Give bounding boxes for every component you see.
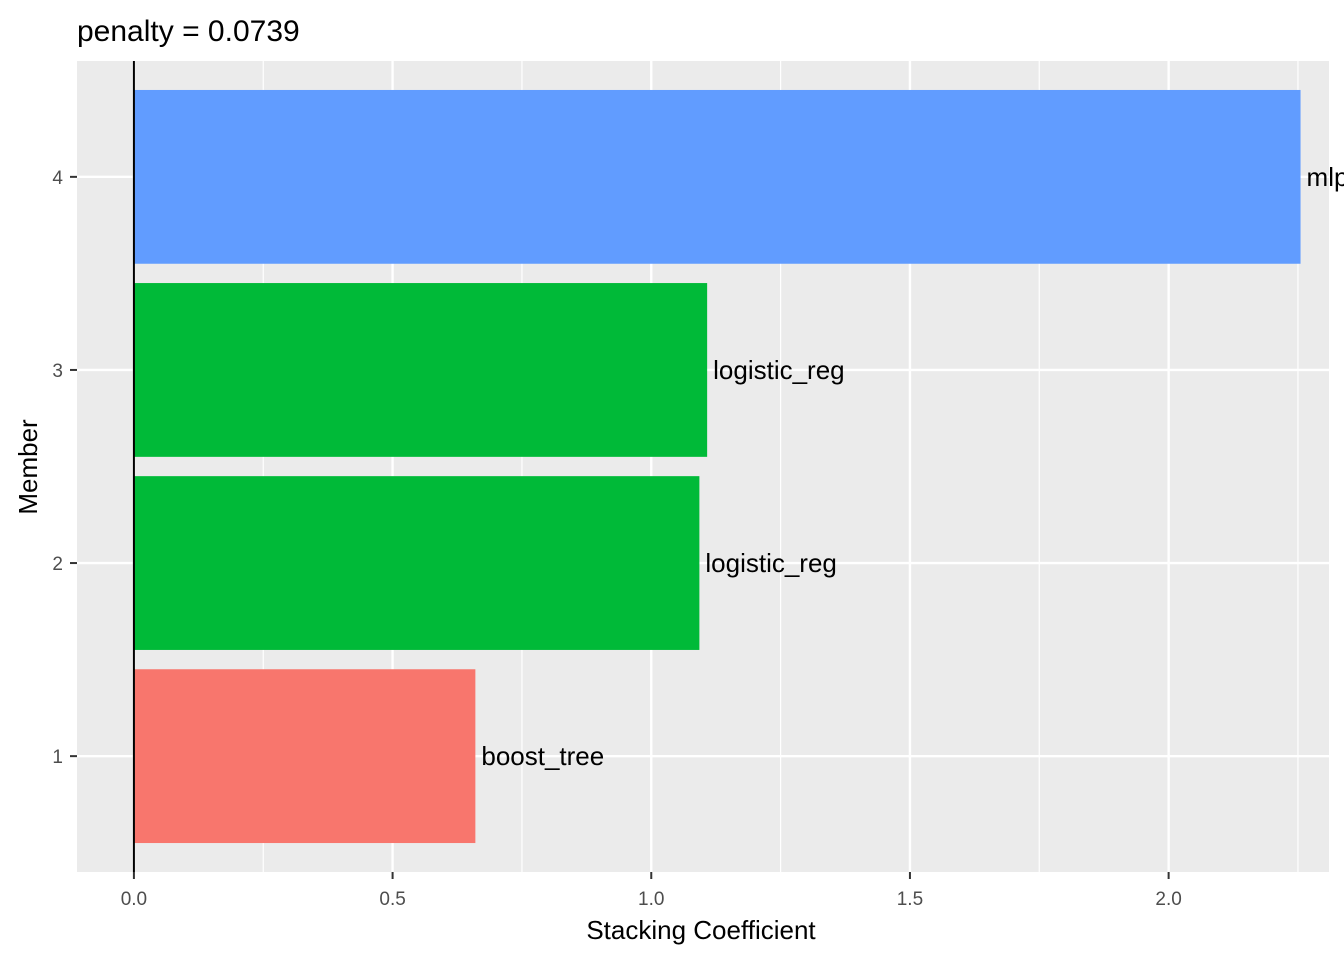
x-axis: 0.0 0.5 1.0 1.5 2.0 bbox=[121, 872, 1182, 910]
bar-2 bbox=[133, 476, 700, 650]
x-tick-label: 0.0 bbox=[121, 889, 147, 910]
bar-label-2: logistic_reg bbox=[705, 548, 837, 578]
bar-labels: boost_tree logistic_reg logistic_reg mlp bbox=[481, 162, 1344, 771]
bar-label-1: boost_tree bbox=[481, 741, 604, 771]
y-tick-label: 2 bbox=[52, 554, 63, 575]
x-tick-label: 0.5 bbox=[379, 889, 405, 910]
bar-label-4: mlp bbox=[1307, 162, 1344, 192]
x-tick-label: 2.0 bbox=[1155, 889, 1181, 910]
chart-title: penalty = 0.0739 bbox=[77, 15, 300, 48]
y-tick-label: 1 bbox=[52, 747, 63, 768]
bar-1 bbox=[133, 669, 476, 844]
y-tick-label: 3 bbox=[52, 361, 63, 382]
bar-3 bbox=[133, 283, 708, 457]
bars bbox=[132, 61, 1301, 872]
y-axis: 1 2 3 4 bbox=[52, 168, 77, 768]
x-tick-label: 1.5 bbox=[897, 889, 923, 910]
x-axis-title: Stacking Coefficient bbox=[586, 915, 816, 945]
y-axis-title: Member bbox=[13, 419, 43, 515]
bar-label-3: logistic_reg bbox=[713, 355, 845, 385]
bar-4 bbox=[133, 89, 1301, 264]
x-tick-label: 1.0 bbox=[638, 889, 664, 910]
y-tick-label: 4 bbox=[52, 168, 63, 189]
